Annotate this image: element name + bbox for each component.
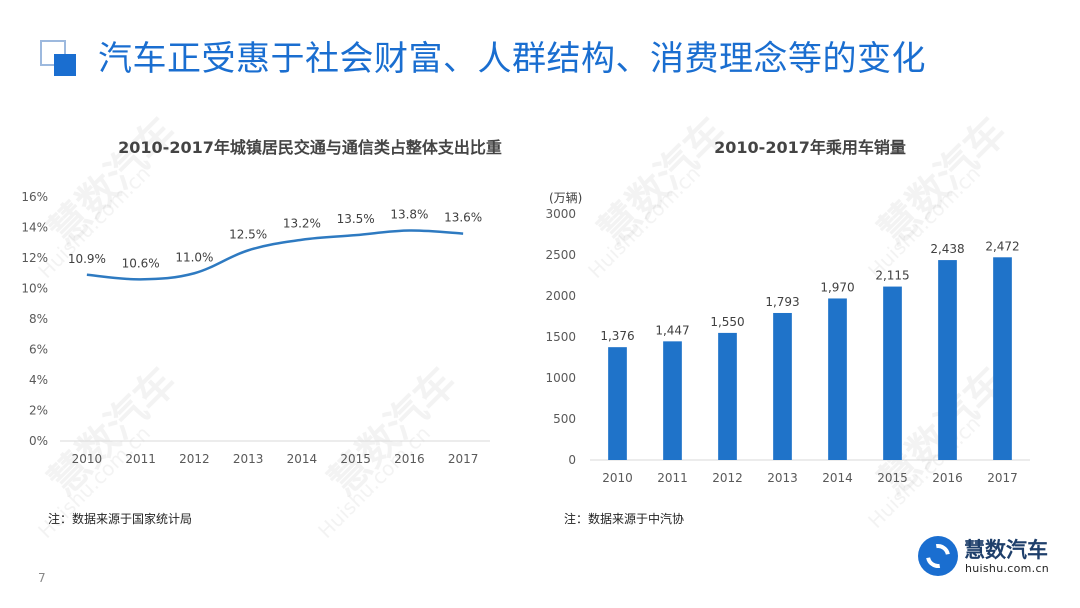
x-tick-label: 2011 [657, 471, 688, 485]
bar-chart-unit-label: (万辆) [549, 191, 583, 205]
bar [938, 260, 957, 460]
y-tick-label: 500 [553, 412, 576, 426]
x-tick-label: 2010 [602, 471, 633, 485]
data-label: 11.0% [175, 250, 213, 264]
logo-url: huishu.com.cn [965, 562, 1050, 575]
bar-chart-source-note: 注：数据来源于中汽协 [564, 512, 685, 526]
series-line [86, 229, 464, 281]
x-tick-label: 2017 [987, 471, 1018, 485]
line-chart: 0% 2% 4% 6% 8% 10% 12% 14% 16% 2010 2011 2012 2013 20… [21, 190, 490, 466]
y-tick-label: 0 [568, 453, 576, 467]
page-number: 7 [38, 571, 46, 585]
bar-chart: 0 500 1000 1500 2000 2500 3000 1,376 2010 1,447 20… [545, 207, 1030, 485]
data-label: 10.6% [122, 256, 160, 270]
data-label: 1,376 [600, 329, 634, 343]
x-tick-label: 2013 [767, 471, 798, 485]
y-tick-label: 8% [29, 312, 48, 326]
bar-chart-title: 2010-2017年乘用车销量 [714, 138, 906, 157]
y-tick-label: 1500 [545, 330, 576, 344]
y-tick-label: 14% [21, 221, 48, 235]
data-label: 1,550 [710, 315, 744, 329]
y-tick-label: 4% [29, 373, 48, 387]
x-tick-label: 2011 [125, 452, 156, 466]
y-tick-label: 3000 [545, 207, 576, 221]
bar [993, 257, 1012, 460]
data-label: 10.9% [68, 252, 106, 266]
y-tick-label: 2000 [545, 289, 576, 303]
y-tick-label: 12% [21, 251, 48, 265]
brand-logo: 慧数汽车 huishu.com.cn [918, 532, 1058, 582]
y-tick-label: 10% [21, 282, 48, 296]
data-label: 2,472 [985, 239, 1019, 253]
bar [718, 332, 737, 460]
y-tick-label: 1000 [545, 371, 576, 385]
data-label: 13.5% [337, 212, 375, 226]
logo-mark-icon [918, 536, 958, 576]
y-tick-label: 2% [29, 404, 48, 418]
y-tick-label: 16% [21, 190, 48, 204]
x-tick-label: 2010 [72, 452, 103, 466]
data-label: 2,438 [930, 242, 964, 256]
bar [883, 286, 902, 460]
bar [663, 341, 682, 460]
line-chart-title: 2010-2017年城镇居民交通与通信类占整体支出比重 [118, 138, 502, 157]
data-label: 1,793 [765, 295, 799, 309]
bar [773, 312, 792, 460]
x-tick-label: 2015 [340, 452, 371, 466]
title-decoration-icon [40, 40, 80, 80]
x-tick-label: 2012 [712, 471, 743, 485]
x-tick-label: 2016 [932, 471, 963, 485]
y-tick-label: 6% [29, 343, 48, 357]
data-label: 13.8% [390, 208, 428, 222]
y-tick-label: 0% [29, 434, 48, 448]
x-tick-label: 2015 [877, 471, 908, 485]
x-tick-label: 2017 [448, 452, 479, 466]
y-tick-label: 2500 [545, 248, 576, 262]
bar [828, 298, 847, 460]
logo-name: 慧数汽车 [964, 538, 1048, 562]
x-tick-label: 2016 [394, 452, 425, 466]
data-label: 12.5% [229, 227, 267, 241]
x-tick-label: 2014 [287, 452, 318, 466]
data-label: 2,115 [875, 269, 909, 283]
x-tick-label: 2013 [233, 452, 264, 466]
slide-title: 汽车正受惠于社会财富、人群结构、消费理念等的变化 [98, 39, 926, 79]
data-label: 13.2% [283, 217, 321, 231]
x-tick-label: 2014 [822, 471, 853, 485]
x-tick-label: 2012 [179, 452, 210, 466]
data-label: 1,447 [655, 323, 689, 337]
line-chart-source-note: 注：数据来源于国家统计局 [48, 512, 193, 526]
data-label: 1,970 [820, 280, 854, 294]
data-label: 13.6% [444, 211, 482, 225]
bar [608, 347, 627, 460]
